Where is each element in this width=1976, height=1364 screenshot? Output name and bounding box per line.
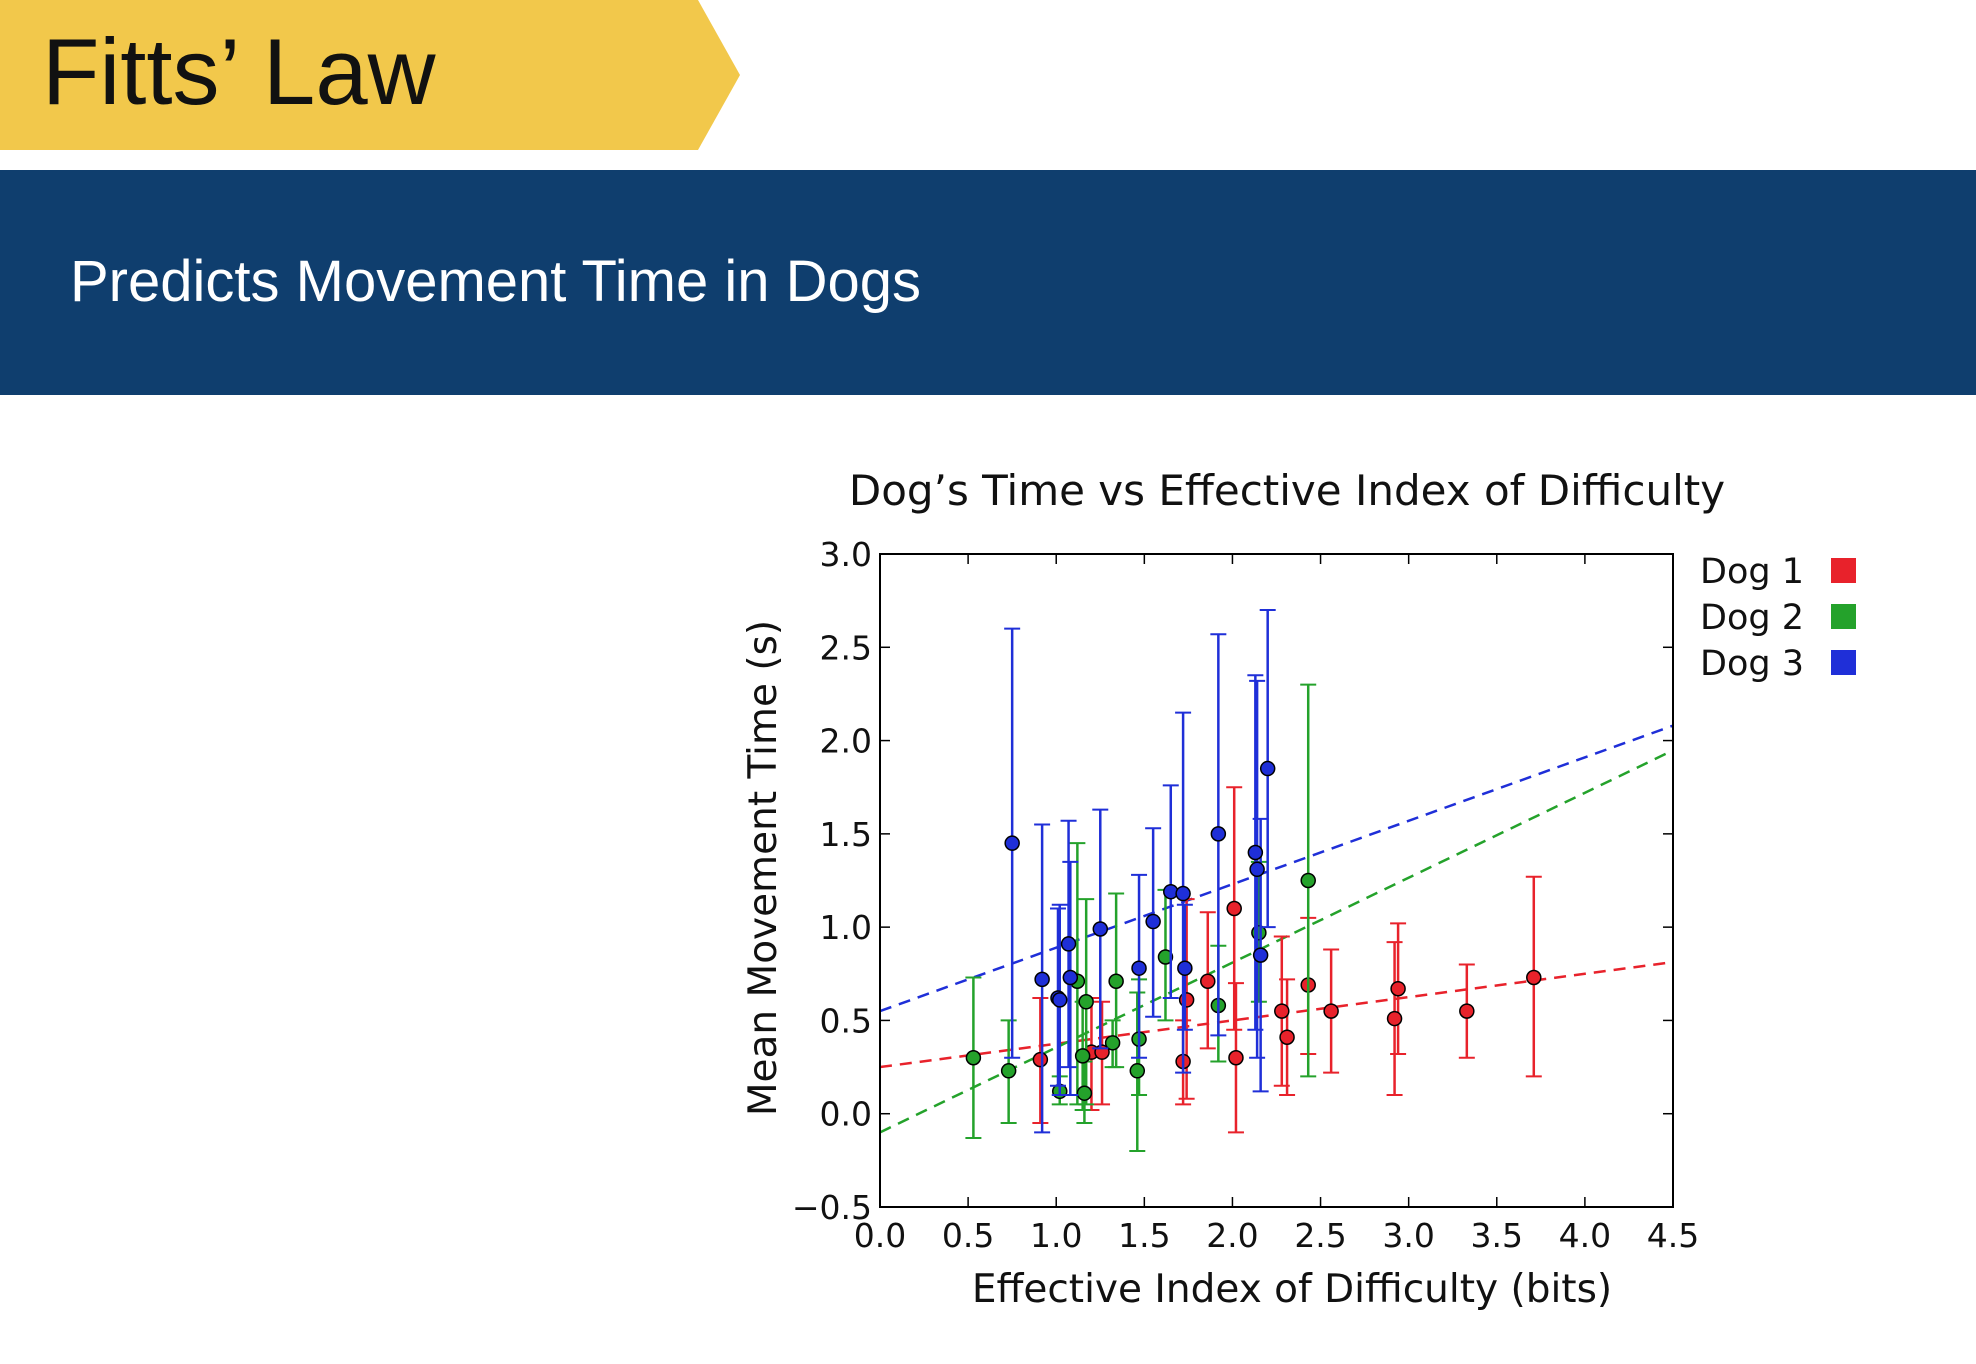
legend-label-dog-3: Dog 3	[1700, 644, 1804, 684]
data-point	[1051, 992, 1068, 1008]
data-point	[1274, 1003, 1290, 1019]
data-point	[1004, 835, 1020, 851]
data-point	[1076, 1085, 1093, 1101]
fit-lines	[880, 724, 1673, 1134]
x-tick-label: 3.5	[1471, 1216, 1523, 1255]
x-tick-label: 4.0	[1559, 1216, 1611, 1255]
x-tick-label: 1.5	[1118, 1216, 1170, 1255]
data-point	[1386, 1010, 1403, 1027]
data-point	[1228, 1049, 1244, 1066]
data-point	[1210, 826, 1227, 842]
data-point	[1145, 913, 1161, 930]
legend-label-dog-1: Dog 1	[1700, 552, 1804, 592]
data-point	[1300, 872, 1316, 889]
data-point	[1129, 1063, 1146, 1079]
data-point	[1108, 973, 1124, 989]
x-tick-label: 3.0	[1382, 1216, 1434, 1255]
data-point	[1032, 1051, 1049, 1068]
x-axis-title: Effective Index of Difficulty (bits)	[972, 1267, 1612, 1312]
data-point	[1279, 1029, 1295, 1045]
x-tick-label: 2.0	[1206, 1216, 1258, 1255]
y-tick-label: 2.0	[820, 722, 872, 761]
x-tick-label: 4.5	[1647, 1216, 1699, 1255]
slide-subtitle: Predicts Movement Time in Dogs	[70, 249, 921, 314]
data-point	[1092, 921, 1109, 937]
slide-title-tab	[0, 0, 740, 150]
data-point	[1178, 992, 1195, 1008]
x-tick-label: 0.5	[942, 1216, 994, 1255]
x-tick-label: 2.5	[1294, 1216, 1346, 1255]
subtitle-band	[0, 170, 1976, 395]
plot-area: 0.0 0.5 1.0 1.5 2.0 2.5 3.0 3.5 4.0 4.5−0.50.00.5…	[792, 535, 1699, 1255]
y-tick-label: 1.0	[820, 908, 872, 947]
legend-swatch-dog-3	[1831, 650, 1856, 675]
series-dog-3	[1004, 608, 1276, 1134]
series-dog-1	[1032, 786, 1542, 1134]
legend-swatch-dog-2	[1831, 604, 1856, 629]
data-point	[1000, 1063, 1017, 1079]
fit-line-dog-3	[880, 724, 1673, 1013]
plot-frame	[879, 553, 1674, 1208]
y-tick-label: 3.0	[820, 535, 872, 574]
data-point	[965, 1049, 982, 1066]
legend-swatch-dog-1	[1831, 558, 1856, 583]
data-point	[1157, 949, 1174, 965]
data-point	[1249, 861, 1265, 878]
data-point	[1252, 947, 1269, 963]
data-point	[1074, 1048, 1091, 1064]
fit-line-dog-2	[880, 749, 1673, 1134]
data-point	[1459, 1003, 1475, 1019]
data-point	[1034, 971, 1050, 988]
data-point	[1200, 973, 1216, 989]
x-tick-label: 1.0	[1030, 1216, 1082, 1255]
data-point	[1259, 760, 1276, 777]
data-point	[1390, 980, 1406, 997]
data-point	[1104, 1035, 1121, 1051]
data-point	[1247, 844, 1264, 861]
y-tick-label: 0.0	[820, 1095, 872, 1134]
legend: Dog 1 Dog 2 Dog 3	[1700, 552, 1856, 684]
series-dog-2	[965, 683, 1317, 1153]
data-point	[1060, 936, 1077, 952]
slide-title: Fitts’ Law	[42, 19, 436, 124]
y-axis-title: Mean Movement Time (s)	[741, 620, 786, 1116]
y-tick-label: 1.5	[820, 815, 872, 854]
chart-title: Dog’s Time vs Effective Index of Difficu…	[849, 466, 1725, 515]
data-point	[1526, 969, 1542, 986]
x-tick-label: 0.0	[854, 1216, 906, 1255]
y-tick-label: −0.5	[792, 1188, 872, 1227]
data-point	[1131, 960, 1147, 976]
data-point	[1062, 969, 1079, 986]
data-point	[1177, 960, 1193, 976]
data-point	[1078, 994, 1094, 1010]
data-point	[1175, 885, 1191, 902]
data-point	[1226, 900, 1242, 917]
y-tick-label: 2.5	[820, 628, 872, 667]
y-tick-label: 0.5	[820, 1001, 872, 1040]
legend-label-dog-2: Dog 2	[1700, 598, 1804, 638]
data-point	[1323, 1003, 1339, 1019]
